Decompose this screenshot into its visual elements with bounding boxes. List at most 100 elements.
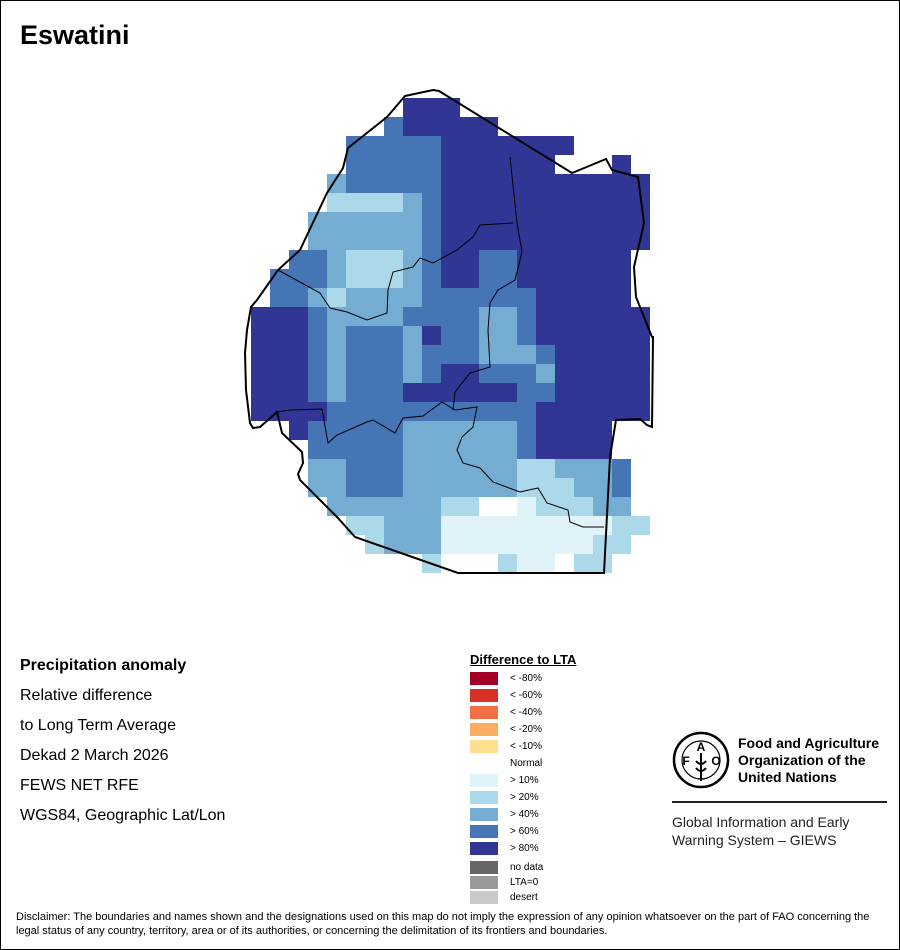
raster-cell — [460, 288, 479, 307]
map-title: Eswatini — [20, 20, 130, 50]
raster-cell — [346, 478, 365, 497]
raster-cell — [384, 326, 403, 345]
raster-cell — [593, 364, 612, 383]
raster-cell — [498, 231, 517, 250]
raster-cell — [460, 478, 479, 497]
raster-cell — [555, 383, 574, 402]
raster-cell — [346, 497, 365, 516]
raster-cell — [308, 250, 327, 269]
raster-cell — [384, 212, 403, 231]
fao-logo: A F O — [672, 731, 730, 789]
raster-cell — [574, 250, 593, 269]
raster-cell — [308, 383, 327, 402]
legend-swatch — [470, 876, 498, 889]
raster-cell — [403, 231, 422, 250]
raster-cell — [422, 345, 441, 364]
raster-cell — [308, 421, 327, 440]
raster-cell — [498, 269, 517, 288]
raster-cell — [327, 440, 346, 459]
legend-swatch — [470, 825, 498, 838]
raster-cell — [441, 231, 460, 250]
raster-cell — [460, 345, 479, 364]
raster-cell — [631, 516, 650, 535]
raster-cell — [612, 478, 631, 497]
raster-cell — [574, 193, 593, 212]
raster-cell — [479, 212, 498, 231]
raster-cell — [479, 193, 498, 212]
raster-cell — [365, 383, 384, 402]
legend-swatch — [470, 672, 498, 685]
raster-cell — [612, 250, 631, 269]
raster-cell — [365, 307, 384, 326]
raster-cell — [327, 212, 346, 231]
raster-cell — [612, 535, 631, 554]
raster-cell — [251, 364, 270, 383]
raster-cell — [574, 212, 593, 231]
raster-cell — [460, 250, 479, 269]
raster-cell — [631, 345, 650, 364]
raster-cell — [346, 402, 365, 421]
raster-cell — [384, 402, 403, 421]
raster-cell — [365, 155, 384, 174]
raster-cell — [631, 212, 650, 231]
raster-cell — [365, 288, 384, 307]
legend-label: LTA=0 — [510, 877, 539, 888]
raster-cell — [498, 364, 517, 383]
legend-label: > 10% — [510, 775, 539, 786]
raster-cell — [384, 383, 403, 402]
precipitation-raster — [251, 98, 650, 573]
raster-cell — [346, 383, 365, 402]
legend-label: > 40% — [510, 809, 539, 820]
legend-label: > 80% — [510, 843, 539, 854]
raster-cell — [441, 193, 460, 212]
raster-cell — [308, 345, 327, 364]
raster-cell — [574, 478, 593, 497]
raster-cell — [574, 535, 593, 554]
legend-label: no data — [510, 862, 544, 873]
raster-cell — [251, 383, 270, 402]
raster-cell — [517, 212, 536, 231]
raster-cell — [365, 345, 384, 364]
raster-cell — [441, 535, 460, 554]
raster-cell — [612, 288, 631, 307]
map-subject: Precipitation anomaly — [20, 657, 187, 674]
raster-cell — [327, 193, 346, 212]
raster-cell — [460, 155, 479, 174]
raster-cell — [441, 117, 460, 136]
raster-cell — [384, 269, 403, 288]
raster-cell — [403, 250, 422, 269]
raster-cell — [422, 364, 441, 383]
raster-cell — [498, 307, 517, 326]
raster-cell — [612, 402, 631, 421]
raster-cell — [631, 326, 650, 345]
raster-cell — [384, 307, 403, 326]
raster-cell — [517, 497, 536, 516]
raster-cell — [536, 307, 555, 326]
legend-swatch — [470, 723, 498, 736]
raster-cell — [270, 345, 289, 364]
raster-cell — [479, 345, 498, 364]
raster-cell — [327, 307, 346, 326]
legend-swatch — [470, 842, 498, 855]
raster-cell — [270, 326, 289, 345]
raster-cell — [498, 288, 517, 307]
raster-cell — [593, 345, 612, 364]
raster-cell — [460, 440, 479, 459]
raster-cell — [479, 269, 498, 288]
raster-cell — [422, 383, 441, 402]
raster-cell — [346, 193, 365, 212]
raster-cell — [441, 155, 460, 174]
raster-cell — [574, 516, 593, 535]
raster-cell — [365, 212, 384, 231]
raster-cell — [365, 497, 384, 516]
raster-cell — [593, 174, 612, 193]
raster-cell — [479, 402, 498, 421]
raster-cell — [403, 421, 422, 440]
raster-cell — [327, 364, 346, 383]
raster-cell — [479, 174, 498, 193]
raster-cell — [422, 497, 441, 516]
raster-cell — [498, 212, 517, 231]
raster-cell — [403, 516, 422, 535]
legend-swatch — [470, 861, 498, 874]
raster-cell — [631, 402, 650, 421]
